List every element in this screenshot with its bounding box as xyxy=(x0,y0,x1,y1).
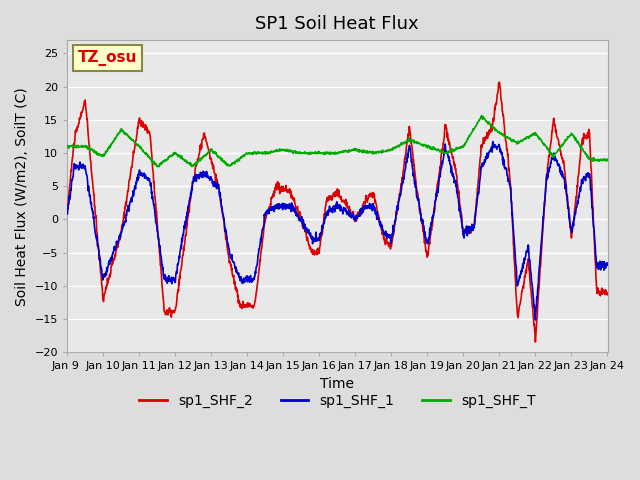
Legend: sp1_SHF_2, sp1_SHF_1, sp1_SHF_T: sp1_SHF_2, sp1_SHF_1, sp1_SHF_T xyxy=(134,389,541,414)
sp1_SHF_1 xyxy=(604,260,611,266)
sp1_SHF_1 xyxy=(105,260,113,266)
sp1_SHF_T xyxy=(371,150,379,156)
sp1_SHF_1 xyxy=(532,317,540,323)
sp1_SHF_2 xyxy=(604,290,611,296)
X-axis label: Time: Time xyxy=(320,377,355,391)
sp1_SHF_1 xyxy=(314,238,321,243)
sp1_SHF_1 xyxy=(127,197,135,203)
sp1_SHF_2 xyxy=(127,168,135,173)
sp1_SHF_T xyxy=(314,150,321,156)
sp1_SHF_T xyxy=(478,113,486,119)
sp1_SHF_T xyxy=(105,144,113,150)
sp1_SHF_T xyxy=(63,144,71,149)
sp1_SHF_T xyxy=(293,150,301,156)
sp1_SHF_1 xyxy=(304,230,312,236)
sp1_SHF_2 xyxy=(105,276,113,281)
sp1_SHF_2 xyxy=(63,207,71,213)
Line: sp1_SHF_1: sp1_SHF_1 xyxy=(67,142,607,320)
Title: SP1 Soil Heat Flux: SP1 Soil Heat Flux xyxy=(255,15,419,33)
sp1_SHF_2 xyxy=(304,234,312,240)
sp1_SHF_2 xyxy=(292,205,300,211)
sp1_SHF_T xyxy=(304,150,312,156)
Y-axis label: Soil Heat Flux (W/m2), SoilT (C): Soil Heat Flux (W/m2), SoilT (C) xyxy=(15,87,29,306)
Line: sp1_SHF_T: sp1_SHF_T xyxy=(67,116,607,167)
sp1_SHF_T xyxy=(604,156,611,162)
Line: sp1_SHF_2: sp1_SHF_2 xyxy=(67,82,607,342)
Text: TZ_osu: TZ_osu xyxy=(78,50,137,66)
sp1_SHF_T xyxy=(127,135,135,141)
sp1_SHF_1 xyxy=(489,139,497,144)
sp1_SHF_2 xyxy=(495,79,503,85)
sp1_SHF_1 xyxy=(292,211,300,217)
sp1_SHF_1 xyxy=(63,211,71,217)
sp1_SHF_1 xyxy=(371,207,378,213)
sp1_SHF_2 xyxy=(532,339,540,345)
sp1_SHF_2 xyxy=(314,246,321,252)
sp1_SHF_T xyxy=(154,164,162,170)
sp1_SHF_2 xyxy=(371,196,378,202)
